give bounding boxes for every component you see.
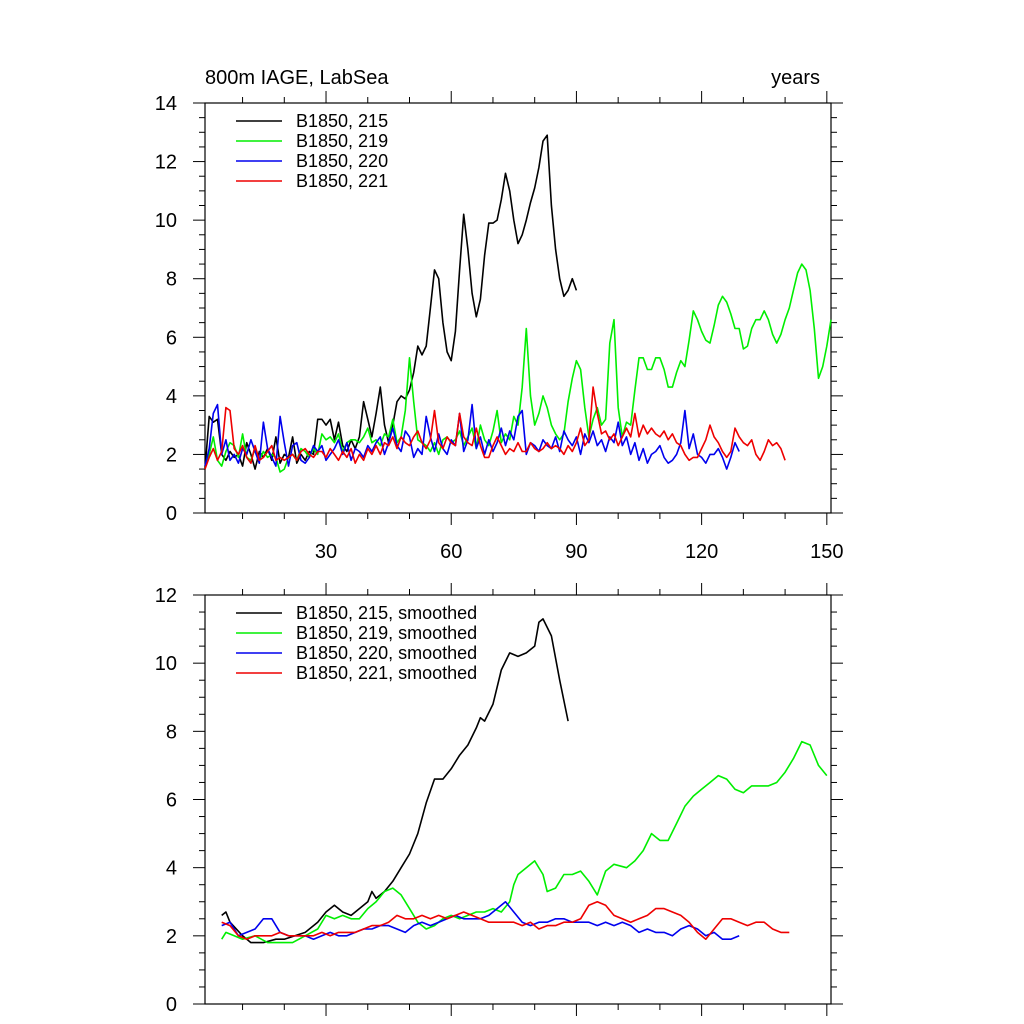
y-tick-label: 10 <box>155 210 177 232</box>
chart-title: 800m IAGE, LabSea <box>205 67 389 89</box>
y-tick-label: 2 <box>166 444 177 466</box>
y-tick-label: 8 <box>166 721 177 743</box>
y-tick-label: 0 <box>166 503 177 525</box>
y-tick-label: 12 <box>155 585 177 607</box>
legend-label-3: B1850, 221, smoothed <box>296 663 477 683</box>
series-line-1 <box>204 263 832 473</box>
legend-label-2: B1850, 220 <box>296 151 388 171</box>
legend-label-2: B1850, 220, smoothed <box>296 643 477 663</box>
y-tick-label: 8 <box>166 269 177 291</box>
chart-title-right: years <box>771 67 820 89</box>
x-tick-label: 30 <box>315 541 337 563</box>
series-line-2 <box>204 403 740 470</box>
y-tick-label: 10 <box>155 653 177 675</box>
y-tick-label: 14 <box>155 93 177 115</box>
legend-label-0: B1850, 215 <box>296 111 388 131</box>
y-tick-label: 0 <box>166 994 177 1016</box>
series-line-0 <box>204 134 578 470</box>
x-tick-label: 150 <box>810 541 843 563</box>
x-tick-label: 90 <box>565 541 587 563</box>
y-tick-label: 4 <box>166 858 177 880</box>
y-tick-label: 12 <box>155 152 177 174</box>
series-line-3 <box>204 386 786 470</box>
series-line-0 <box>221 618 569 944</box>
legend-label-3: B1850, 221 <box>296 171 388 191</box>
legend-label-1: B1850, 219 <box>296 131 388 151</box>
y-tick-label: 2 <box>166 926 177 948</box>
series-line-3 <box>221 901 790 940</box>
y-tick-label: 6 <box>166 790 177 812</box>
y-tick-label: 6 <box>166 327 177 349</box>
legend-label-0: B1850, 215, smoothed <box>296 603 477 623</box>
x-tick-label: 120 <box>685 541 718 563</box>
series-line-1 <box>221 740 828 944</box>
y-tick-label: 4 <box>166 386 177 408</box>
x-tick-label: 60 <box>440 541 462 563</box>
legend-label-1: B1850, 219, smoothed <box>296 623 477 643</box>
